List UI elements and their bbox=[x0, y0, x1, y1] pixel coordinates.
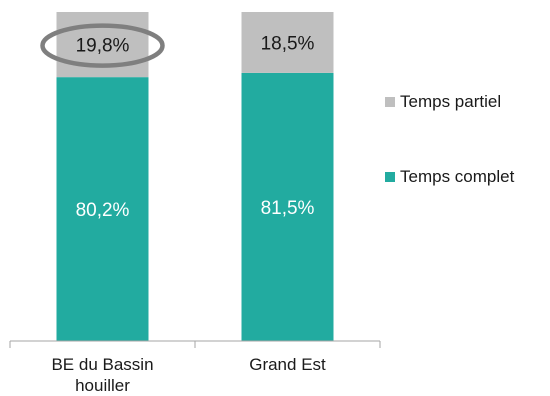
data-label-temps-partiel-1: 18,5% bbox=[261, 33, 315, 54]
category-label-0-line-0: BE du Bassin bbox=[51, 355, 153, 374]
highlight-ellipse bbox=[40, 23, 165, 68]
x-axis-ticks bbox=[9, 341, 381, 348]
data-label-temps-partiel-0: 19,8% bbox=[76, 36, 130, 57]
legend-item-temps-partiel: Temps partiel bbox=[385, 92, 501, 112]
bar-temps-partiel-1 bbox=[241, 12, 334, 73]
category-label-0-line-1: houiller bbox=[75, 376, 130, 395]
category-label-1-line-0: Grand Est bbox=[249, 355, 326, 374]
category-labels: BE du Bassin houiller Grand Est bbox=[51, 355, 326, 395]
bar-temps-complet-0 bbox=[56, 77, 149, 341]
bars-layer: 80,2% 19,8% 81,5% 18,5% bbox=[56, 12, 334, 342]
legend-swatch-temps-complet bbox=[385, 172, 395, 182]
legend-label-temps-complet: Temps complet bbox=[400, 167, 515, 186]
legend-swatch-temps-partiel bbox=[385, 97, 395, 107]
bar-temps-complet-1 bbox=[241, 72, 334, 342]
data-label-temps-complet-0: 80,2% bbox=[76, 200, 130, 221]
legend-item-temps-complet: Temps complet bbox=[385, 167, 514, 187]
legend-label-temps-partiel: Temps partiel bbox=[400, 92, 502, 111]
data-label-temps-complet-1: 81,5% bbox=[261, 198, 315, 219]
highlight-layer bbox=[40, 23, 165, 68]
